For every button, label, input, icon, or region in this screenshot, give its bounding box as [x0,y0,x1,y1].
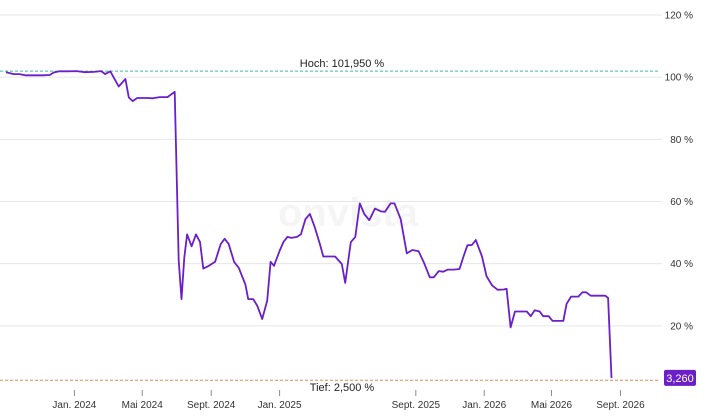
reference-lines: Hoch: 101,950 % Tief: 2,500 % [0,58,660,394]
y-tick-label: 80 % [670,135,693,146]
last-value-label: 3,260 [666,373,694,385]
x-tick-label: Mai 2024 [122,400,164,411]
x-tick-label: Jan. 2025 [258,400,302,411]
low-label: Tief: 2,500 % [310,382,375,394]
high-label: Hoch: 101,950 % [300,58,385,70]
x-tick-label: Mai 2026 [531,400,573,411]
x-tick-label: Sept. 2024 [187,400,236,411]
y-tick-label: 40 % [670,259,693,270]
y-tick-label: 100 % [665,73,693,84]
y-tick-label: 60 % [670,197,693,208]
watermark-logo: onvista [278,191,419,235]
y-tick-label: 20 % [670,321,693,332]
x-tick-label: Jan. 2026 [462,400,506,411]
x-tick-label: Sept. 2025 [392,400,441,411]
x-tick-label: Sept. 2026 [596,400,645,411]
last-value-marker: 3,260 [664,369,696,386]
series-line [5,70,613,378]
y-axis: 120 % 100 % 80 % 60 % 40 % 20 % [665,11,693,333]
x-tick-label: Jan. 2024 [52,400,96,411]
x-axis: Jan. 2024 Mai 2024 Sept. 2024 Jan. 2025 Sept… [52,390,645,411]
last-value-badge [664,369,696,386]
grid [0,14,662,327]
y-tick-label: 120 % [665,11,693,22]
series-layer [5,70,613,378]
